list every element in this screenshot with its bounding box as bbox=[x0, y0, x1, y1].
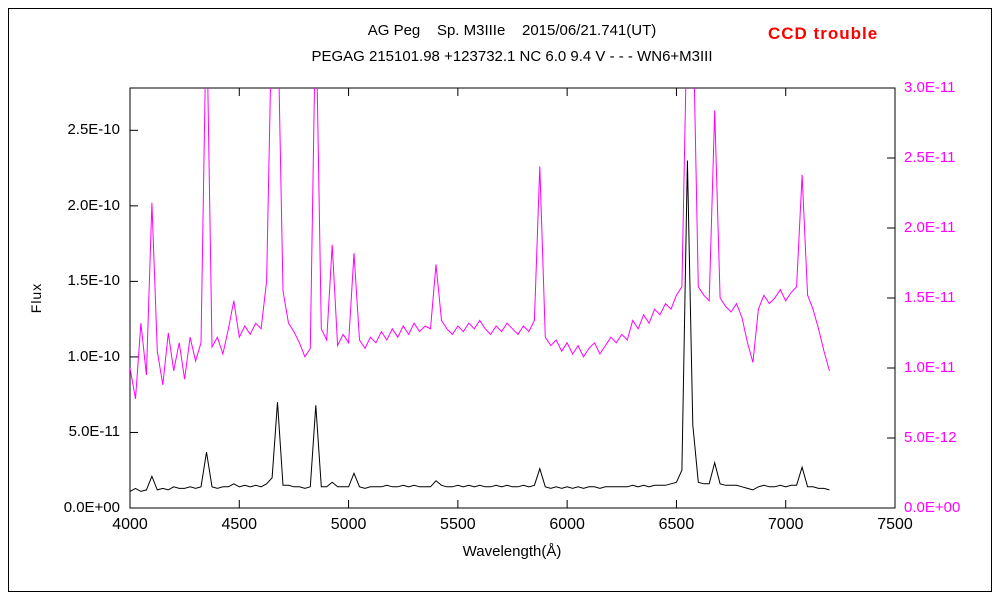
x-tick-label: 6000 bbox=[549, 516, 585, 533]
x-tick-label: 5500 bbox=[440, 516, 476, 533]
y-left-tick-label: 5.0E-11 bbox=[68, 423, 120, 441]
y-left-tick-label: 2.5E-10 bbox=[67, 121, 120, 139]
magenta-spectrum-WN6+M3III bbox=[130, 88, 830, 399]
x-tick-label: 4500 bbox=[221, 516, 258, 533]
ccd-trouble-annotation: CCD trouble bbox=[768, 24, 879, 43]
chart-title: AG Peg Sp. M3IIIe 2015/06/21.741(UT) bbox=[367, 22, 657, 39]
x-tick-label: 5000 bbox=[330, 516, 367, 533]
y-right-tick-label: 1.5E-11 bbox=[904, 289, 956, 306]
x-tick-label: 6500 bbox=[658, 516, 695, 533]
x-tick-label: 4000 bbox=[112, 516, 148, 533]
y-left-tick-label: 0.0E+00 bbox=[63, 499, 120, 516]
y-right-tick-label: 0.0E+00 bbox=[904, 499, 961, 516]
black-spectrum bbox=[130, 160, 830, 492]
y-right-tick-label: 5.0E-12 bbox=[904, 429, 957, 446]
y-left-tick-label: 1.5E-10 bbox=[67, 272, 120, 290]
y-left-tick-label: 2.0E-10 bbox=[67, 196, 120, 214]
y-left-tick-label: 1.0E-10 bbox=[67, 347, 120, 365]
chart-subtitle: PEGAG 215101.98 +123732.1 NC 6.0 9.4 V -… bbox=[311, 48, 713, 65]
y-right-tick-label: 2.5E-11 bbox=[904, 149, 956, 166]
x-tick-label: 7000 bbox=[767, 516, 804, 533]
y-right-tick-label: 2.0E-11 bbox=[904, 219, 956, 236]
y-right-tick-label: 1.0E-11 bbox=[904, 359, 956, 376]
x-axis-label-wavelength: Wavelength(Å) bbox=[462, 543, 562, 560]
y-right-tick-label: 3.0E-11 bbox=[904, 79, 956, 96]
x-tick-label: 7500 bbox=[877, 516, 913, 533]
